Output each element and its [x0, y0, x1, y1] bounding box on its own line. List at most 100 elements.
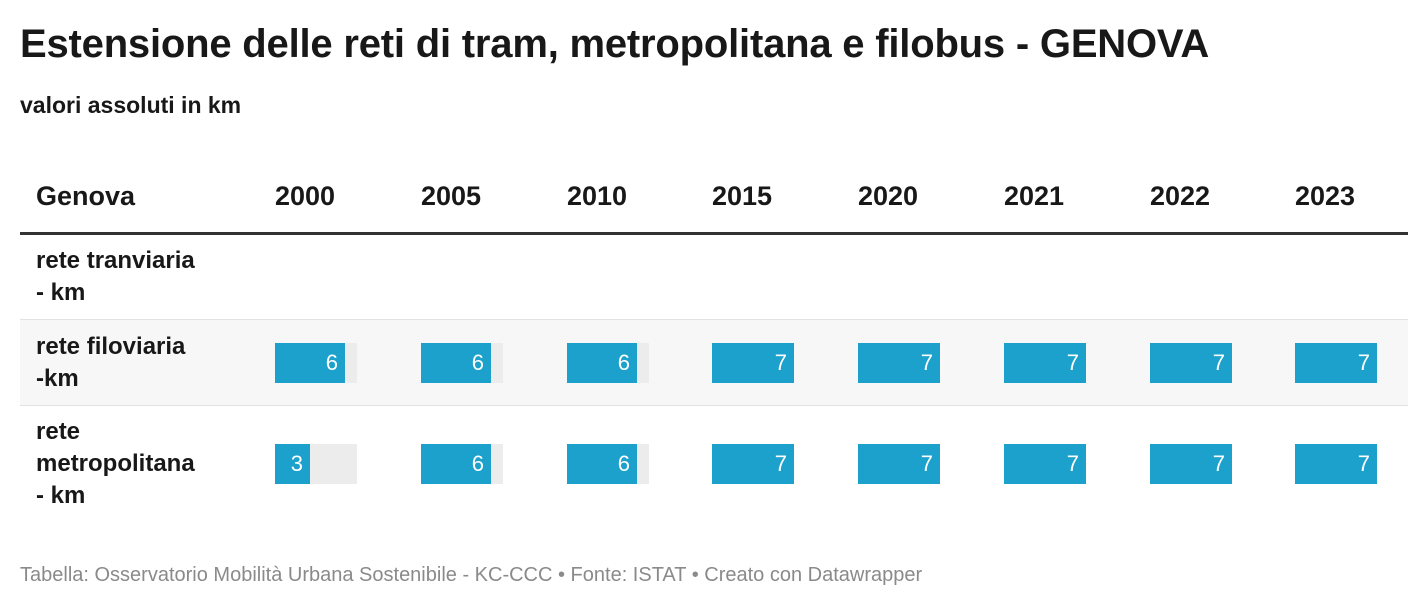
value-cell: 7 [712, 406, 858, 523]
bar-value-label: 7 [774, 349, 787, 375]
bar-cell: 7 [1295, 342, 1408, 383]
row-label: rete metropolitana - km [20, 406, 275, 523]
bar-cell: 6 [421, 342, 567, 383]
bar-value-label: 6 [471, 451, 484, 476]
table-row: rete tranviaria - km [20, 234, 1408, 320]
bar-cell: 6 [275, 342, 421, 383]
bar [858, 342, 940, 383]
chart-title: Estensione delle reti di tram, metropoli… [20, 22, 1210, 66]
value-cell [1150, 234, 1295, 320]
bar-value-label: 6 [471, 349, 484, 375]
value-cell: 7 [1004, 320, 1150, 406]
bar [858, 444, 940, 484]
row-label-line: rete filoviaria [36, 332, 186, 360]
bar [1295, 342, 1377, 383]
chart-subtitle: valori assoluti in km [20, 92, 242, 118]
column-header-year: 2010 [567, 160, 712, 235]
bar-value-label: 6 [325, 349, 338, 375]
column-header-year: 2022 [1150, 160, 1295, 235]
bar-cell: 7 [1004, 444, 1150, 484]
bar [275, 444, 310, 484]
bar-cell: 6 [421, 444, 567, 484]
value-cell [712, 234, 858, 320]
value-cell [1004, 234, 1150, 320]
row-label-line: rete [36, 418, 81, 445]
value-cell: 7 [1150, 406, 1295, 523]
value-cell: 6 [421, 320, 567, 406]
bar-cell: 7 [1295, 444, 1408, 484]
value-cell [858, 234, 1004, 320]
column-header-year: 2005 [421, 160, 567, 235]
value-cell [567, 234, 712, 320]
row-label-line: metropolitana [36, 450, 195, 477]
bar-cell: 7 [1150, 342, 1295, 383]
bar-value-label: 7 [1357, 349, 1370, 375]
value-cell: 7 [1150, 320, 1295, 406]
bar-value-label: 3 [290, 451, 303, 476]
table-row: rete metropolitana - km 3 6 6 7 7 7 7 7 [20, 406, 1408, 523]
row-label-line: - km [36, 279, 86, 306]
value-cell: 7 [1004, 406, 1150, 523]
column-header-year: 2023 [1295, 160, 1408, 235]
bar [1150, 342, 1232, 383]
value-cell: 6 [421, 406, 567, 523]
column-header-year: 2020 [858, 160, 1004, 235]
bar [275, 342, 345, 383]
value-cell: 7 [1295, 320, 1408, 406]
bar-value-label: 7 [920, 349, 933, 375]
bar-value-label: 7 [1212, 451, 1225, 476]
row-label-line: -km [36, 364, 79, 392]
row-label-line: - km [36, 482, 86, 509]
bar [712, 342, 794, 383]
bar [1295, 444, 1377, 484]
bar-value-label: 7 [774, 451, 787, 476]
source-note: Tabella: Osservatorio Mobilità Urbana So… [20, 564, 923, 586]
bar-cell: 7 [712, 342, 858, 383]
bar-cell: 7 [1150, 444, 1295, 484]
bar-value-label: 7 [1066, 349, 1079, 375]
bar-cell: 3 [275, 444, 421, 484]
row-label: rete filoviaria -km [20, 320, 275, 406]
bar-cell: 6 [567, 342, 712, 383]
bar-value-label: 7 [1212, 349, 1225, 375]
bar-value-label: 7 [920, 451, 933, 476]
value-cell: 6 [567, 320, 712, 406]
value-cell [421, 234, 567, 320]
table-body: rete tranviaria - km rete filoviaria -km 6 6 6… [20, 234, 1408, 523]
bar-value-label: 6 [617, 349, 630, 375]
column-header-year: 2000 [275, 160, 421, 235]
bar-cell: 6 [567, 444, 712, 484]
bar [567, 444, 637, 484]
table-header-row: Genova 2000 2005 2010 2015 2020 2021 202… [20, 160, 1408, 235]
bar [712, 444, 794, 484]
data-table: Genova 2000 2005 2010 2015 2020 2021 202… [20, 160, 1408, 522]
value-cell: 6 [275, 320, 421, 406]
value-cell: 7 [858, 406, 1004, 523]
value-cell [1295, 234, 1408, 320]
bar-cell: 7 [858, 342, 1004, 383]
bar-cell: 7 [712, 444, 858, 484]
bar-value-label: 6 [617, 451, 630, 476]
column-header-year: 2015 [712, 160, 858, 235]
bar [421, 342, 491, 383]
bar [567, 342, 637, 383]
bar-cell: 7 [858, 444, 1004, 484]
value-cell: 7 [712, 320, 858, 406]
bar [1004, 444, 1086, 484]
value-cell: 3 [275, 406, 421, 523]
bar [1004, 342, 1086, 383]
bar-value-label: 7 [1357, 451, 1370, 476]
bar [1150, 444, 1232, 484]
value-cell: 7 [1295, 406, 1408, 523]
row-header-label: Genova [20, 160, 275, 235]
column-header-year: 2021 [1004, 160, 1150, 235]
value-cell [275, 234, 421, 320]
bar-value-label: 7 [1066, 451, 1079, 476]
bar [421, 444, 491, 484]
value-cell: 6 [567, 406, 712, 523]
row-label: rete tranviaria - km [20, 234, 275, 320]
row-label-line: rete tranviaria [36, 247, 195, 274]
table-row: rete filoviaria -km 6 6 6 7 7 7 7 7 [20, 319, 1408, 406]
value-cell: 7 [858, 320, 1004, 406]
bar-cell: 7 [1004, 342, 1150, 383]
